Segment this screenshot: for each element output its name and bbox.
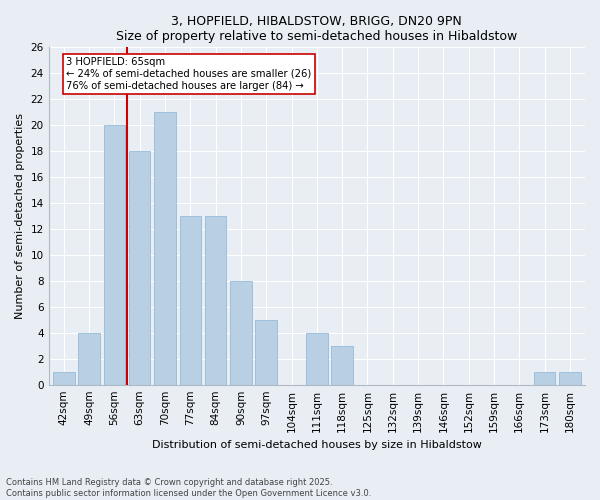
X-axis label: Distribution of semi-detached houses by size in Hibaldstow: Distribution of semi-detached houses by … xyxy=(152,440,482,450)
Title: 3, HOPFIELD, HIBALDSTOW, BRIGG, DN20 9PN
Size of property relative to semi-detac: 3, HOPFIELD, HIBALDSTOW, BRIGG, DN20 9PN… xyxy=(116,15,517,43)
Bar xyxy=(154,112,176,384)
Bar xyxy=(534,372,555,384)
Bar xyxy=(104,125,125,384)
Text: Contains HM Land Registry data © Crown copyright and database right 2025.
Contai: Contains HM Land Registry data © Crown c… xyxy=(6,478,371,498)
Y-axis label: Number of semi-detached properties: Number of semi-detached properties xyxy=(15,113,25,319)
Bar xyxy=(205,216,226,384)
Bar xyxy=(256,320,277,384)
Bar xyxy=(230,281,251,384)
Bar xyxy=(179,216,201,384)
Bar xyxy=(129,151,151,384)
Text: 3 HOPFIELD: 65sqm
← 24% of semi-detached houses are smaller (26)
76% of semi-det: 3 HOPFIELD: 65sqm ← 24% of semi-detached… xyxy=(67,58,311,90)
Bar xyxy=(53,372,74,384)
Bar xyxy=(79,332,100,384)
Bar xyxy=(559,372,581,384)
Bar xyxy=(331,346,353,385)
Bar xyxy=(306,332,328,384)
